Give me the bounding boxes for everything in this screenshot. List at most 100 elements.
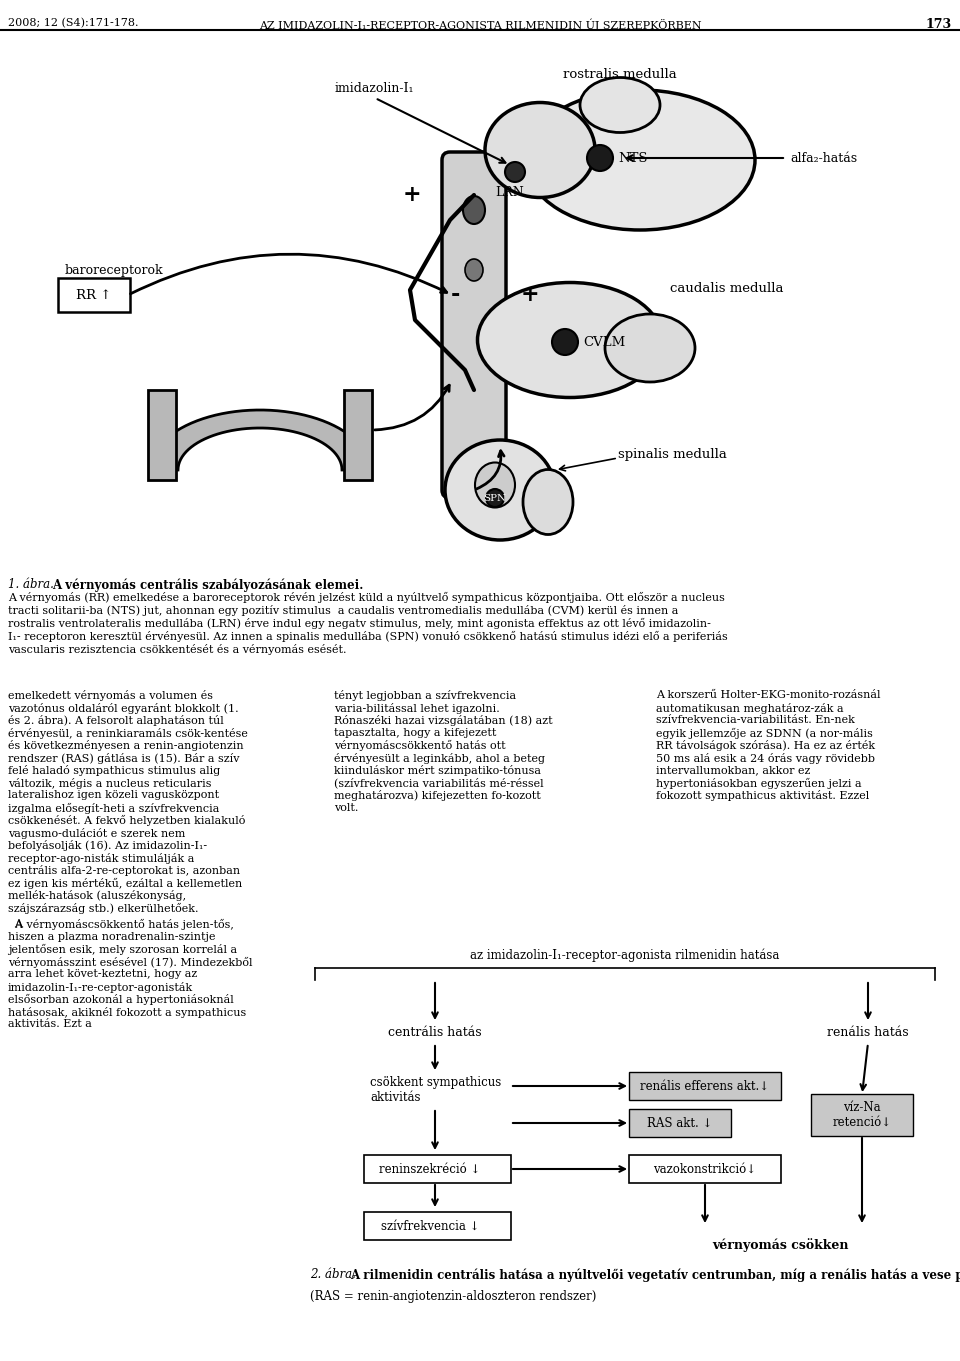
Text: A vérnyomás centrális szabályozásának elemei.: A vérnyomás centrális szabályozásának el… [52,578,364,592]
Text: A vérnyomáscsökkentő hatás jelen-tős,: A vérnyomáscsökkentő hatás jelen-tős, [8,919,234,930]
Text: 50 ms alá esik a 24 órás vagy rövidebb: 50 ms alá esik a 24 órás vagy rövidebb [656,753,875,764]
Text: jelentősen esik, mely szorosan korrelál a: jelentősen esik, mely szorosan korrelál … [8,945,237,955]
Text: centrális hatás: centrális hatás [388,1026,482,1038]
Text: rendszer (RAS) gátlása is (15). Bár a szív: rendszer (RAS) gátlása is (15). Bár a sz… [8,753,239,764]
Bar [344,391,372,480]
Text: vérnyomás csökken: vérnyomás csökken [711,1239,849,1252]
Text: vazokonstrikció↓: vazokonstrikció↓ [654,1162,756,1176]
Text: hiszen a plazma noradrenalin-szintje: hiszen a plazma noradrenalin-szintje [8,931,215,942]
Text: volt.: volt. [334,803,358,813]
Text: csökkenő stimulus: csökkenő stimulus [200,415,317,427]
Text: és 2. ábra). A felsorolt alaphatáson túl: és 2. ábra). A felsorolt alaphatáson túl [8,715,224,725]
Ellipse shape [465,259,483,280]
Text: (RAS = renin-angiotenzin-aldoszteron rendszer): (RAS = renin-angiotenzin-aldoszteron ren… [310,1290,596,1302]
Text: rostralis medulla: rostralis medulla [564,68,677,82]
Text: csökkent sympathicus
aktivitás: csökkent sympathicus aktivitás [370,1077,501,1104]
FancyBboxPatch shape [364,1213,511,1240]
Text: vagusmo-dulációt e szerek nem: vagusmo-dulációt e szerek nem [8,827,185,838]
Text: intervallumokban, akkor ez: intervallumokban, akkor ez [656,765,810,774]
Text: hatásosak, akiknél fokozott a sympathicus: hatásosak, akiknél fokozott a sympathicu… [8,1007,247,1018]
Text: fokozott sympathicus aktivitást. Ezzel: fokozott sympathicus aktivitást. Ezzel [656,789,869,802]
Bar [148,391,176,480]
Text: vascularis rezisztencia csökkentését és a vérnyomás esését.: vascularis rezisztencia csökkentését és … [8,644,347,655]
Text: rostralis ventrolateralis medullába (LRN) érve indul egy negatv stimulus, mely, : rostralis ventrolateralis medullába (LRN… [8,618,710,629]
Text: A: A [8,919,27,930]
Text: csökkenését. A fekvő helyzetben kialakuló: csökkenését. A fekvő helyzetben kialakul… [8,815,246,826]
Text: RAS akt. ↓: RAS akt. ↓ [647,1116,712,1130]
Text: RR ↑: RR ↑ [76,289,111,302]
Text: spinalis medulla: spinalis medulla [618,448,727,461]
Text: A vérnyomás (RR) emelkedése a baroreceptorok révén jelzést küld a nyúltvelő symp: A vérnyomás (RR) emelkedése a barorecept… [8,592,725,603]
Text: -: - [450,284,460,306]
Text: 2008; 12 (S4):171-178.: 2008; 12 (S4):171-178. [8,18,138,29]
Text: (szívfrekvencia variabilitás mé-réssel: (szívfrekvencia variabilitás mé-réssel [334,777,543,788]
Text: Rónaszéki hazai vizsgálatában (18) azt: Rónaszéki hazai vizsgálatában (18) azt [334,715,553,725]
Text: renális efferens akt.↓: renális efferens akt.↓ [640,1079,770,1093]
Text: vazotónus oldaláról egyaránt blokkolt (1.: vazotónus oldaláról egyaránt blokkolt (1… [8,702,239,713]
Text: vérnyomásszint esésével (17). Mindezekből: vérnyomásszint esésével (17). Mindezekbő… [8,957,252,968]
Text: A rilmenidin centrális hatása a nyúltvelői vegetatív centrumban, míg a renális h: A rilmenidin centrális hatása a nyúltvel… [350,1268,960,1282]
Text: és következményesen a renin-angiotenzin: és következményesen a renin-angiotenzin [8,740,244,751]
Circle shape [486,489,504,508]
Text: szívfrekvencia-variabilitást. En-nek: szívfrekvencia-variabilitást. En-nek [656,715,854,725]
Circle shape [552,329,578,355]
Text: befolyásolják (16). Az imidazolin-I₁-: befolyásolják (16). Az imidazolin-I₁- [8,840,207,851]
Text: lateralishoz igen közeli vagusközpont: lateralishoz igen közeli vagusközpont [8,789,219,800]
Text: caudalis medulla: caudalis medulla [670,282,783,295]
Polygon shape [150,410,370,470]
Text: +: + [402,184,421,206]
Text: szájszárazság stb.) elkerülhetőek.: szájszárazság stb.) elkerülhetőek. [8,902,199,913]
Text: elsősorban azokonál a hypertoniásoknál: elsősorban azokonál a hypertoniásoknál [8,994,233,1004]
Text: reninszekréció ↓: reninszekréció ↓ [379,1162,481,1176]
FancyBboxPatch shape [442,152,506,498]
Text: változik, mégis a nucleus reticularis: változik, mégis a nucleus reticularis [8,777,211,788]
Ellipse shape [477,283,662,397]
Text: renális hatás: renális hatás [828,1026,909,1038]
Text: izgalma elősegít-heti a szívfrekvencia: izgalma elősegít-heti a szívfrekvencia [8,803,220,814]
Text: meghatározva) kifejezetten fo-kozott: meghatározva) kifejezetten fo-kozott [334,789,540,802]
Text: az imidazolin-I₁-receptor-agonista rilmenidin hatása: az imidazolin-I₁-receptor-agonista rilme… [470,949,780,962]
Circle shape [505,162,525,182]
Text: +: + [520,284,540,306]
Text: ez igen kis mértékű, ezáltal a kellemetlen: ez igen kis mértékű, ezáltal a kellemetl… [8,878,242,889]
Text: alfa₂-hatás: alfa₂-hatás [790,151,857,165]
Text: szívfrekvencia ↓: szívfrekvencia ↓ [381,1219,479,1233]
Text: varia-bilitással lehet igazolni.: varia-bilitással lehet igazolni. [334,702,500,713]
FancyBboxPatch shape [58,278,130,312]
Ellipse shape [605,314,695,382]
Ellipse shape [580,78,660,132]
Ellipse shape [523,470,573,535]
Circle shape [587,146,613,171]
FancyBboxPatch shape [364,1155,511,1183]
Text: egyik jellemzője az SDNN (a nor-mális: egyik jellemzője az SDNN (a nor-mális [656,728,873,739]
Text: tapasztalta, hogy a kifejezett: tapasztalta, hogy a kifejezett [334,728,496,738]
Text: kiinduláskor mért szimpatiko-tónusa: kiinduláskor mért szimpatiko-tónusa [334,765,541,776]
Text: NTS: NTS [618,151,647,165]
Text: felé haladó sympathicus stimulus alig: felé haladó sympathicus stimulus alig [8,765,220,776]
Ellipse shape [475,463,515,508]
Text: centrális alfa-2-re-ceptorokat is, azonban: centrális alfa-2-re-ceptorokat is, azonb… [8,866,240,876]
FancyBboxPatch shape [629,1072,781,1100]
Text: arra lehet követ-keztetni, hogy az: arra lehet követ-keztetni, hogy az [8,969,197,979]
FancyBboxPatch shape [629,1155,781,1183]
FancyBboxPatch shape [629,1109,731,1136]
Ellipse shape [445,440,555,540]
Text: érvényesült a leginkább, ahol a beteg: érvényesült a leginkább, ahol a beteg [334,753,545,764]
Text: imidazolin-I₁: imidazolin-I₁ [335,82,415,95]
Text: baroreceptorok: baroreceptorok [65,264,163,278]
Text: CVLM: CVLM [583,336,625,348]
Ellipse shape [485,102,595,197]
Text: víz-Na
retenció↓: víz-Na retenció↓ [832,1101,892,1130]
Text: 173: 173 [925,18,952,31]
Text: automatikusan meghatároz-zák a: automatikusan meghatároz-zák a [656,702,844,713]
Text: hypertoniásokban egyszerűen jelzi a: hypertoniásokban egyszerűen jelzi a [656,777,862,788]
Ellipse shape [525,90,755,230]
Text: imidazolin-I₁-re-ceptor-agonisták: imidazolin-I₁-re-ceptor-agonisták [8,981,193,992]
Text: mellék-hatások (aluszékonyság,: mellék-hatások (aluszékonyság, [8,890,186,901]
Text: A korszerű Holter-EKG-monito-rozásnál: A korszerű Holter-EKG-monito-rozásnál [656,690,880,700]
Text: 2. ábra.: 2. ábra. [310,1268,356,1281]
Text: 1. ábra.: 1. ábra. [8,578,54,591]
Text: tényt legjobban a szívfrekvencia: tényt legjobban a szívfrekvencia [334,690,516,701]
Text: SPN: SPN [484,494,507,502]
Text: érvényesül, a reninkiaramáls csök-kentése: érvényesül, a reninkiaramáls csök-kentés… [8,728,248,739]
